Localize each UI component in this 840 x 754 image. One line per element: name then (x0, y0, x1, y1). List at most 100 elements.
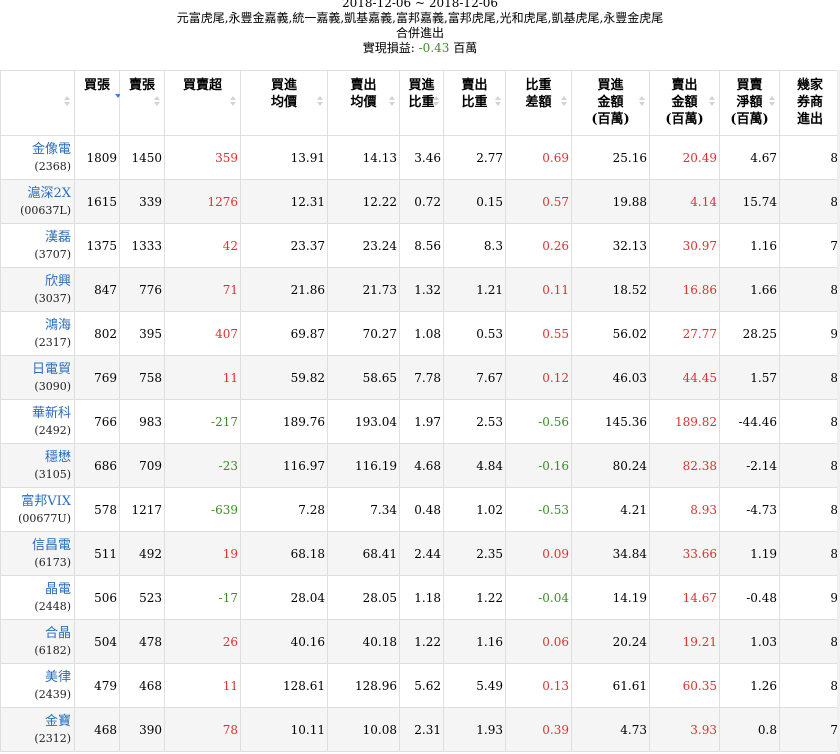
sort-arrows-icon[interactable] (495, 96, 501, 108)
stock-name-link[interactable]: 滬深2X (27, 185, 71, 201)
cell-sell-w: 8.3 (443, 223, 506, 268)
stock-cell[interactable]: 金像電 (2368) (0, 135, 75, 180)
cell-buy-w: 1.32 (399, 267, 444, 312)
cell-buy-avg: 40.16 (240, 619, 328, 664)
sort-arrows-icon[interactable] (230, 96, 236, 108)
broker-trades-table: 買張 賣張 買賣超 買進 均價 賣出 均價 買進 比重 賣出 比重 比重 差額 買進 金額 (百萬) 賣出 金額(… (0, 70, 840, 752)
sort-arrows-icon[interactable] (561, 96, 567, 108)
sort-arrows-icon[interactable] (64, 96, 70, 108)
sort-arrows-icon[interactable] (317, 96, 323, 108)
stock-code: (6182) (34, 643, 71, 657)
cell-buy-avg: 23.37 (240, 223, 328, 268)
stock-code: (3037) (34, 291, 71, 305)
column-header-8[interactable]: 比重 差額 (505, 70, 572, 136)
cell-sell-w: 4.84 (443, 443, 506, 488)
sort-arrows-icon[interactable] (709, 96, 715, 108)
cell-net-amt: 28.25 (719, 311, 780, 356)
stock-cell[interactable]: 鴻海 (2317) (0, 311, 75, 356)
cell-sell-w: 0.53 (443, 311, 506, 356)
cell-buy-amt: 25.16 (571, 135, 650, 180)
column-header-4[interactable]: 買進 均價 (240, 70, 328, 136)
stock-name-link[interactable]: 日電貿 (31, 361, 71, 377)
stock-name-link[interactable]: 富邦VIX (21, 493, 71, 509)
cell-sell: 339 (119, 179, 165, 224)
stock-code: (3090) (34, 379, 71, 393)
sort-arrows-icon[interactable] (389, 96, 395, 108)
stock-cell[interactable]: 欣興 (3037) (0, 267, 75, 312)
sort-desc-icon[interactable] (114, 94, 121, 106)
sort-arrows-icon[interactable] (433, 96, 439, 108)
column-header-0[interactable] (0, 70, 75, 136)
cell-buy-amt: 4.21 (571, 487, 650, 532)
stock-cell[interactable]: 美律 (2439) (0, 663, 75, 708)
table-row: 鴻海 (2317) 802 395 407 69.87 70.27 1.08 0.53 0.55 5… (0, 311, 840, 356)
cell-buy: 766 (74, 399, 120, 444)
cell-net-amt: 0.8 (719, 707, 780, 752)
stock-cell[interactable]: 漢磊 (3707) (0, 223, 75, 268)
stock-name-link[interactable]: 鴻海 (44, 317, 71, 333)
cell-buy-amt: 18.52 (571, 267, 650, 312)
stock-name-link[interactable]: 晶電 (44, 581, 71, 597)
stock-code: (00637L) (20, 203, 71, 217)
cell-sell-w: 1.02 (443, 487, 506, 532)
cell-sell-amt: 60.35 (649, 663, 720, 708)
table-row: 美律 (2439) 479 468 11 128.61 128.96 5.62 5.49 0.13… (0, 663, 840, 708)
stock-cell[interactable]: 信昌電 (6173) (0, 531, 75, 576)
column-header-9[interactable]: 買進 金額 (百萬) (571, 70, 650, 136)
cell-sell-w: 7.67 (443, 355, 506, 400)
sort-arrows-icon[interactable] (639, 96, 645, 108)
sort-arrows-icon[interactable] (769, 96, 775, 108)
cell-buy-amt: 46.03 (571, 355, 650, 400)
stock-name-link[interactable]: 華新科 (31, 405, 71, 421)
stock-name-link[interactable]: 美律 (44, 669, 71, 685)
stock-cell[interactable]: 穩懋 (3105) (0, 443, 75, 488)
cell-brokers: 8 (779, 399, 840, 444)
column-header-label: 買進 比重 (408, 78, 435, 110)
stock-name-link[interactable]: 漢磊 (44, 229, 71, 245)
column-header-1[interactable]: 買張 (74, 70, 121, 136)
cell-sell-amt: 3.93 (649, 707, 720, 752)
cell-sell-avg: 40.18 (327, 619, 400, 664)
stock-code: (2448) (34, 599, 71, 613)
table-row: 信昌電 (6173) 511 492 19 68.18 68.41 2.44 2.35 0.09 3… (0, 531, 840, 576)
stock-cell[interactable]: 日電貿 (3090) (0, 355, 75, 400)
stock-cell[interactable]: 富邦VIX (00677U) (0, 487, 75, 532)
column-header-6[interactable]: 買進 比重 (399, 70, 444, 136)
stock-cell[interactable]: 晶電 (2448) (0, 575, 75, 620)
stock-name-link[interactable]: 金像電 (31, 141, 71, 157)
column-header-5[interactable]: 賣出 均價 (327, 70, 400, 136)
column-header-label: 幾家 券商 進出 (796, 78, 823, 127)
cell-net-amt: -0.48 (719, 575, 780, 620)
stock-cell[interactable]: 合晶 (6182) (0, 619, 75, 664)
cell-buy-avg: 116.97 (240, 443, 328, 488)
stock-name-link[interactable]: 穩懋 (44, 449, 71, 465)
stock-name-link[interactable]: 合晶 (44, 625, 71, 641)
stock-name-link[interactable]: 信昌電 (31, 537, 71, 553)
column-header-10[interactable]: 賣出 金額 (百萬) (649, 70, 720, 136)
column-header-3[interactable]: 買賣超 (164, 70, 241, 136)
column-header-11[interactable]: 買賣 淨額 (百萬) (719, 70, 780, 136)
cell-sell-w: 1.22 (443, 575, 506, 620)
stock-code: (2317) (34, 335, 71, 349)
column-header-12[interactable]: 幾家 券商 進出 (779, 70, 840, 136)
cell-net-amt: 1.26 (719, 663, 780, 708)
cell-net-amt: 1.57 (719, 355, 780, 400)
cell-sell-w: 5.49 (443, 663, 506, 708)
cell-net: 26 (164, 619, 241, 664)
scrollbar[interactable] (837, 70, 840, 754)
column-header-7[interactable]: 賣出 比重 (443, 70, 506, 136)
cell-buy-w: 8.56 (399, 223, 444, 268)
stock-cell[interactable]: 滬深2X (00637L) (0, 179, 75, 224)
column-header-2[interactable]: 賣張 (119, 70, 165, 136)
cell-buy: 506 (74, 575, 120, 620)
cell-sell-avg: 14.13 (327, 135, 400, 180)
stock-cell[interactable]: 華新科 (2492) (0, 399, 75, 444)
cell-diff-w: 0.26 (505, 223, 572, 268)
stock-cell[interactable]: 金寶 (2312) (0, 707, 75, 752)
sort-arrows-icon[interactable] (154, 96, 160, 108)
stock-name-link[interactable]: 金寶 (44, 713, 71, 729)
stock-name-link[interactable]: 欣興 (44, 273, 71, 289)
cell-net: -17 (164, 575, 241, 620)
cell-sell: 390 (119, 707, 165, 752)
cell-sell: 709 (119, 443, 165, 488)
